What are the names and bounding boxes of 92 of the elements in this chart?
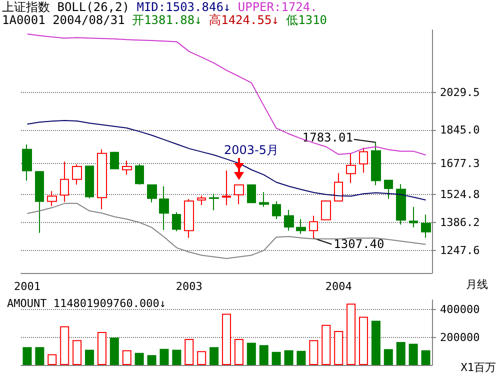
text: 月线 xyxy=(466,278,488,291)
candlestick xyxy=(147,184,157,203)
bar xyxy=(197,351,206,365)
candlestick xyxy=(409,206,418,228)
chart-title: AMOUNT 114801909760.000↓ xyxy=(7,297,166,310)
text: 高1424.55↓ xyxy=(209,13,279,27)
y-tick-label: 200000 xyxy=(440,330,480,344)
bar xyxy=(48,354,57,365)
bar xyxy=(134,352,144,365)
candlestick xyxy=(197,195,206,206)
candlestick xyxy=(384,180,393,200)
bar xyxy=(160,348,169,365)
text: 1A0001 2004/08/31 xyxy=(2,13,125,27)
chart-title: 上证指数 BOLL(26,2) xyxy=(2,0,130,14)
bar xyxy=(184,339,194,365)
bar xyxy=(97,332,106,365)
candlestick xyxy=(22,144,32,182)
candlestick xyxy=(359,147,368,174)
bar xyxy=(296,350,306,365)
y-tick-label: 1386.2 xyxy=(440,216,480,229)
bar xyxy=(222,314,231,365)
bar xyxy=(346,304,356,365)
annotation: 1783.01 xyxy=(302,130,353,144)
bar xyxy=(234,339,244,365)
bar xyxy=(246,342,256,365)
y-tick-label: 400000 xyxy=(440,303,480,316)
bar xyxy=(210,347,219,365)
candlestick xyxy=(371,142,381,186)
text: 低1310 xyxy=(286,13,328,27)
candlestick xyxy=(122,160,132,176)
candlestick xyxy=(72,164,82,186)
bar xyxy=(60,326,70,365)
candlestick xyxy=(35,171,44,234)
candlestick xyxy=(135,164,144,186)
candlestick xyxy=(172,212,181,232)
candlestick xyxy=(272,200,281,220)
bar xyxy=(396,342,406,365)
candlestick xyxy=(259,192,269,208)
bar xyxy=(147,355,156,365)
candlestick xyxy=(396,184,406,226)
line-series xyxy=(26,120,426,200)
candlestick xyxy=(421,214,431,238)
x-tick-label: 2003 xyxy=(176,280,202,293)
bar xyxy=(272,352,281,365)
text: MID:1503.846↓ xyxy=(136,0,231,14)
candlestick xyxy=(47,190,57,207)
bar xyxy=(334,330,344,365)
bar xyxy=(259,345,268,365)
text: X1百万 xyxy=(460,361,496,374)
bar xyxy=(284,350,294,365)
annotation: 1307.40 xyxy=(334,237,384,252)
y-tick-label: 2029.5 xyxy=(440,86,480,100)
bar xyxy=(309,340,318,365)
candlestick xyxy=(60,161,69,202)
candlestick xyxy=(110,151,119,170)
candlestick xyxy=(296,218,306,234)
bar xyxy=(371,320,380,365)
bar xyxy=(384,349,393,365)
annotation: 2003-5月 xyxy=(224,143,279,157)
line-series xyxy=(26,34,426,156)
bar xyxy=(408,344,418,365)
bar xyxy=(22,347,32,365)
candlestick xyxy=(85,166,94,199)
x-tick-label: 2004 xyxy=(325,280,352,293)
bar xyxy=(421,350,430,365)
candlestick xyxy=(209,193,219,211)
y-tick-label: 1677.3 xyxy=(440,157,480,170)
candlestick xyxy=(321,200,331,220)
bar xyxy=(172,350,182,365)
candlestick xyxy=(346,152,356,184)
candlestick xyxy=(222,170,231,206)
bar xyxy=(122,350,132,365)
bar xyxy=(110,338,119,365)
bar xyxy=(72,340,82,365)
candlestick xyxy=(234,184,244,205)
candlestick xyxy=(309,215,318,239)
text: 开1381.88↓ xyxy=(132,13,202,27)
bar xyxy=(322,324,331,365)
bar xyxy=(85,350,94,365)
text: UPPER:1724. xyxy=(238,0,318,14)
bar xyxy=(359,316,368,365)
bar xyxy=(35,347,44,365)
candlestick xyxy=(284,209,294,232)
candlestick xyxy=(184,198,194,238)
candlestick xyxy=(334,172,343,202)
candlestick xyxy=(159,186,169,231)
candlestick xyxy=(97,148,107,210)
y-tick-label: 1524.8 xyxy=(440,188,480,201)
y-tick-label: 1247.6 xyxy=(440,244,480,257)
candlestick xyxy=(247,184,256,204)
y-tick-label: 1845.0 xyxy=(440,123,480,136)
x-tick-label: 2001 xyxy=(14,280,40,293)
